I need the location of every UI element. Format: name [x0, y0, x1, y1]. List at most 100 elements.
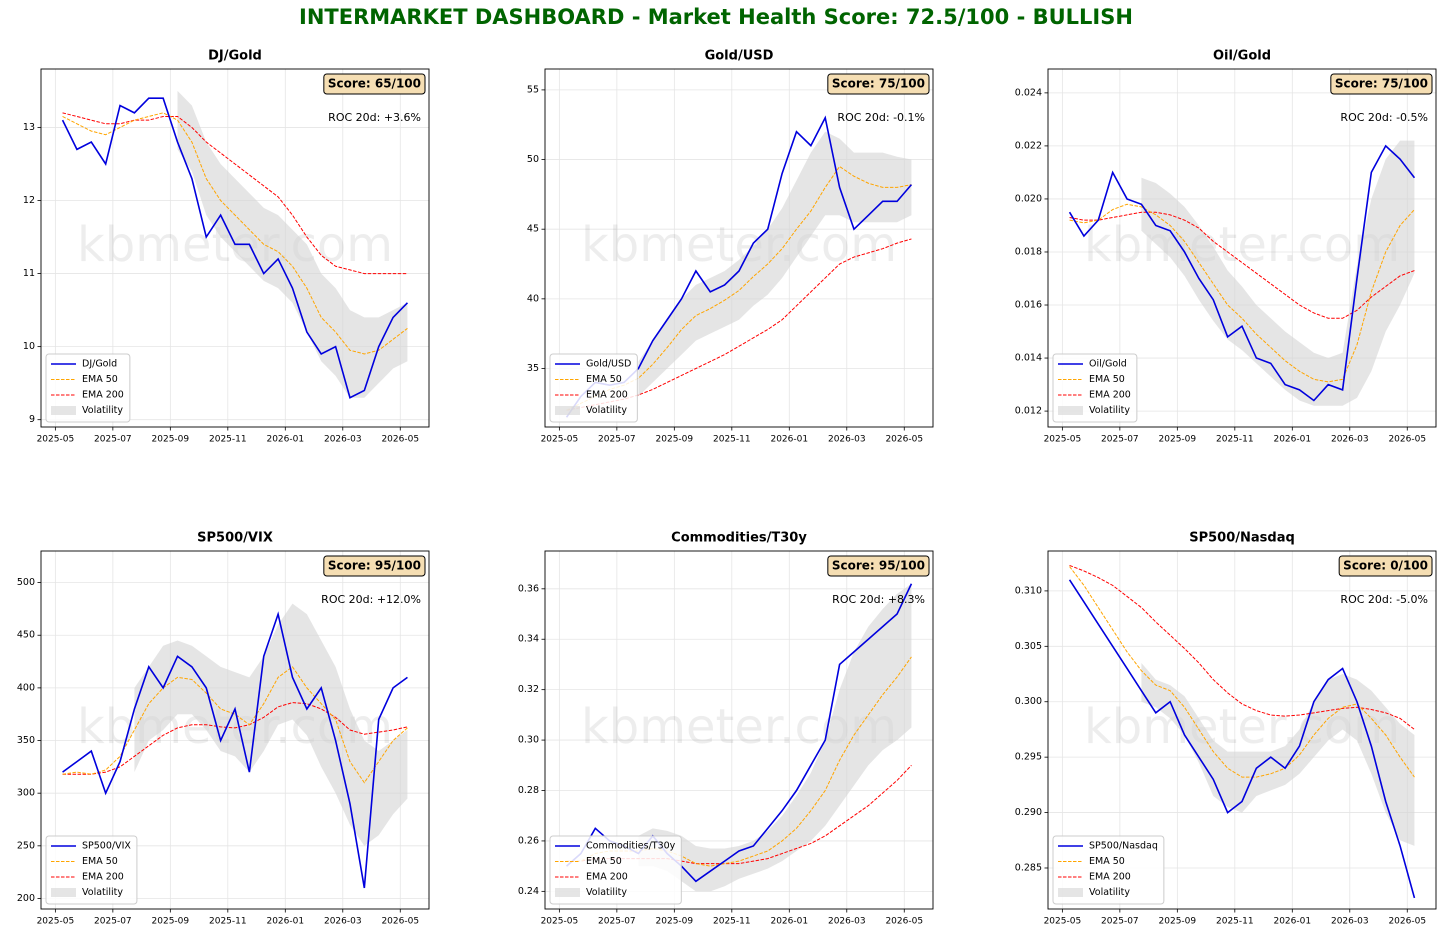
x-tick-label: 2025-11: [209, 917, 247, 927]
subplot-title: SP500/Nasdaq: [1189, 531, 1295, 546]
legend-label: EMA 200: [82, 872, 124, 883]
legend-label: EMA 200: [586, 390, 628, 401]
x-tick-label: 2026-05: [885, 435, 923, 445]
y-tick-label: 450: [17, 630, 35, 641]
y-tick-label: 0.290: [1015, 807, 1042, 818]
y-tick-label: 9: [29, 414, 35, 425]
legend-label: EMA 50: [82, 856, 118, 867]
series-line: [566, 656, 912, 867]
score-box: [323, 555, 426, 577]
legend-label: EMA 200: [82, 390, 124, 401]
x-tick-label: 2026-05: [381, 435, 419, 445]
y-tick-label: 0.295: [1015, 752, 1042, 763]
legend-label: Volatility: [586, 405, 627, 416]
subplot: Commodities/T30y 0.24 0.26 0.28 0.30 0.32 0.34…: [518, 531, 934, 927]
roc-label: ROC 20d: +8.3%: [832, 593, 925, 606]
x-tick-label: 2026-05: [1388, 435, 1426, 445]
y-tick-label: 0.285: [1015, 862, 1042, 873]
y-tick-label: 0.018: [1015, 246, 1042, 257]
x-tick-label: 2026-03: [324, 917, 362, 927]
y-tick-label: 0.305: [1015, 641, 1042, 652]
series-line: [1069, 203, 1415, 383]
y-tick-label: 0.34: [518, 634, 539, 645]
series-line: [1069, 564, 1415, 730]
legend-label: Volatility: [1089, 405, 1130, 416]
y-tick-label: 0.024: [1015, 87, 1042, 98]
legend-swatch: [1058, 888, 1083, 897]
y-tick-label: 45: [527, 224, 539, 235]
plot-frame: [40, 68, 430, 428]
legend: Oil/Gold EMA 50 EMA 200 Volatility: [1052, 353, 1138, 423]
score-box: [827, 555, 930, 577]
legend-box: [45, 353, 131, 423]
x-tick-label: 2025-05: [541, 917, 579, 927]
roc-label: ROC 20d: -0.5%: [1340, 111, 1428, 124]
roc-label: ROC 20d: +3.6%: [328, 111, 421, 124]
legend: DJ/Gold EMA 50 EMA 200 Volatility: [45, 353, 131, 423]
x-tick-label: 2026-01: [266, 435, 304, 445]
y-tick-label: 13: [23, 122, 35, 133]
x-tick-label: 2026-05: [885, 917, 923, 927]
score-label: Score: 75/100: [1335, 77, 1428, 91]
x-tick-label: 2026-03: [828, 435, 866, 445]
x-tick-label: 2026-01: [770, 435, 808, 445]
y-tick-label: 0.24: [518, 886, 539, 897]
y-tick-label: 0.36: [518, 583, 539, 594]
y-tick-label: 0.020: [1015, 193, 1042, 204]
x-tick-label: 2026-05: [1388, 917, 1426, 927]
x-tick-label: 2025-09: [1159, 917, 1197, 927]
legend-box: [549, 353, 638, 423]
legend-box: [45, 835, 138, 905]
x-tick-label: 2025-09: [656, 435, 694, 445]
plot-layer: [62, 603, 408, 889]
y-tick-label: 0.28: [518, 785, 539, 796]
legend-label: EMA 200: [1089, 872, 1131, 883]
y-tick-label: 40: [527, 293, 539, 304]
score-label: Score: 0/100: [1343, 559, 1428, 573]
roc-label: ROC 20d: +12.0%: [321, 593, 421, 606]
y-tick-label: 0.30: [518, 735, 539, 746]
legend-label: SP500/Nasdaq: [1089, 841, 1158, 852]
legend-swatch: [555, 888, 580, 897]
legend: SP500/VIX EMA 50 EMA 200 Volatility: [45, 835, 138, 905]
y-tick-label: 12: [23, 195, 35, 206]
x-tick-label: 2025-11: [713, 435, 751, 445]
series-line: [62, 666, 408, 784]
subplot-title: Oil/Gold: [1213, 49, 1271, 64]
legend-label: Volatility: [82, 887, 123, 898]
subplot-title: Gold/USD: [705, 49, 774, 64]
legend-label: Gold/USD: [586, 359, 631, 370]
x-tick-label: 2025-07: [598, 917, 636, 927]
plot-layer: [1068, 140, 1416, 406]
legend: Gold/USD EMA 50 EMA 200 Volatility: [549, 353, 638, 423]
legend-label: SP500/VIX: [82, 841, 131, 852]
y-tick-label: 0.022: [1015, 140, 1042, 151]
series-line: [62, 611, 408, 889]
x-tick-label: 2025-11: [713, 917, 751, 927]
dashboard-title: INTERMARKET DASHBOARD - Market Health Sc…: [299, 5, 1133, 29]
x-tick-label: 2025-09: [1159, 435, 1197, 445]
series-line: [566, 238, 912, 411]
plot-layer: [1068, 564, 1416, 899]
x-tick-label: 2025-07: [94, 435, 132, 445]
x-tick-label: 2025-05: [37, 917, 75, 927]
legend-swatch: [555, 406, 580, 415]
x-tick-label: 2026-05: [381, 917, 419, 927]
plot-frame: [1047, 550, 1437, 910]
subplot-title: Commodities/T30y: [671, 531, 807, 546]
legend-box: [1052, 835, 1165, 905]
legend-swatch: [51, 888, 76, 897]
x-tick-label: 2026-03: [828, 917, 866, 927]
y-tick-label: 0.012: [1015, 406, 1042, 417]
x-tick-label: 2026-03: [1331, 917, 1369, 927]
x-tick-label: 2026-03: [324, 435, 362, 445]
legend: SP500/Nasdaq EMA 50 EMA 200 Volatility: [1052, 835, 1165, 905]
roc-label: ROC 20d: -5.0%: [1340, 593, 1428, 606]
watermark: kbmeter.com: [1084, 217, 1400, 273]
legend-label: Volatility: [82, 405, 123, 416]
legend-label: EMA 50: [1089, 856, 1125, 867]
series-line: [1068, 579, 1416, 899]
plot-layer: [61, 90, 409, 399]
x-tick-label: 2025-05: [37, 435, 75, 445]
